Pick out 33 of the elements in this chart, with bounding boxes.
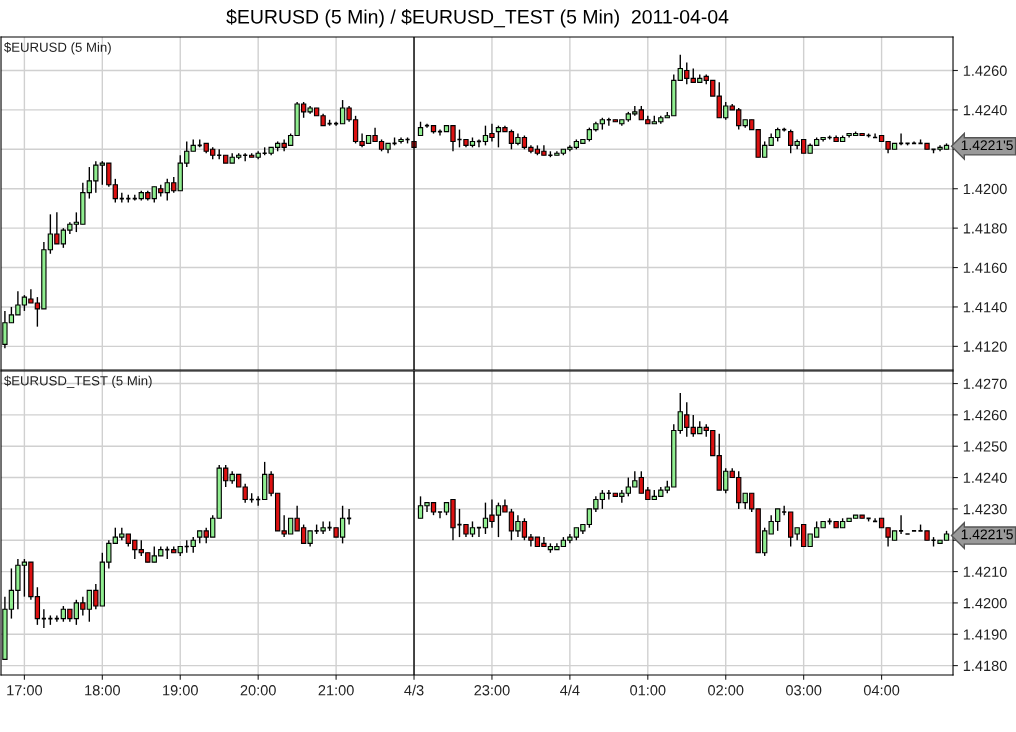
x-tick-label: 4/3 xyxy=(404,684,424,696)
y-tick-label: 1.4230 xyxy=(963,504,1007,515)
y-tick-label: 1.4200 xyxy=(963,598,1007,609)
chart-title: $EURUSD (5 Min) / $EURUSD_TEST (5 Min) 2011-04-04 xyxy=(226,9,729,28)
y-tick-label: 1.4190 xyxy=(963,629,1007,640)
y-tick-label: 1.4240 xyxy=(963,105,1007,116)
x-tick-label: 17:00 xyxy=(7,685,43,696)
y-tick-label: 1.4160 xyxy=(963,262,1007,273)
chart-subtitle: $EURUSD (5 Min) xyxy=(4,41,111,55)
x-tick-label: 03:00 xyxy=(785,685,822,696)
x-tick-label: 23:00 xyxy=(474,685,510,696)
y-tick-label: 1.4260 xyxy=(963,409,1007,421)
x-tick-label: 18:00 xyxy=(85,685,120,696)
y-tick-label: 1.4140 xyxy=(963,302,1007,313)
x-tick-label: 02:00 xyxy=(708,685,744,696)
x-tick-label: 20:00 xyxy=(240,685,276,696)
y-tick-label: 1.4250 xyxy=(963,441,1007,452)
annotation: 1.4221'5 xyxy=(961,140,1013,151)
x-tick-label: 21:00 xyxy=(318,685,354,696)
x-tick-label: 04:00 xyxy=(863,685,900,696)
x-tick-label: 4/4 xyxy=(560,684,580,696)
y-tick-label: 1.4210 xyxy=(963,566,1007,578)
chart-subtitle: $EURUSD_TEST (5 Min) xyxy=(4,375,152,389)
annotation: 1.4221'5 xyxy=(961,529,1013,540)
y-tick-label: 1.4200 xyxy=(963,183,1007,195)
y-tick-label: 1.4180 xyxy=(963,223,1007,234)
x-tick-label: 19:00 xyxy=(163,685,198,696)
y-tick-label: 1.4240 xyxy=(963,472,1007,483)
y-tick-label: 1.4120 xyxy=(963,341,1007,352)
y-tick-label: 1.4180 xyxy=(963,660,1007,672)
x-tick-label: 01:00 xyxy=(630,685,666,696)
y-tick-label: 1.4270 xyxy=(963,378,1007,389)
y-tick-label: 1.4260 xyxy=(963,65,1007,76)
